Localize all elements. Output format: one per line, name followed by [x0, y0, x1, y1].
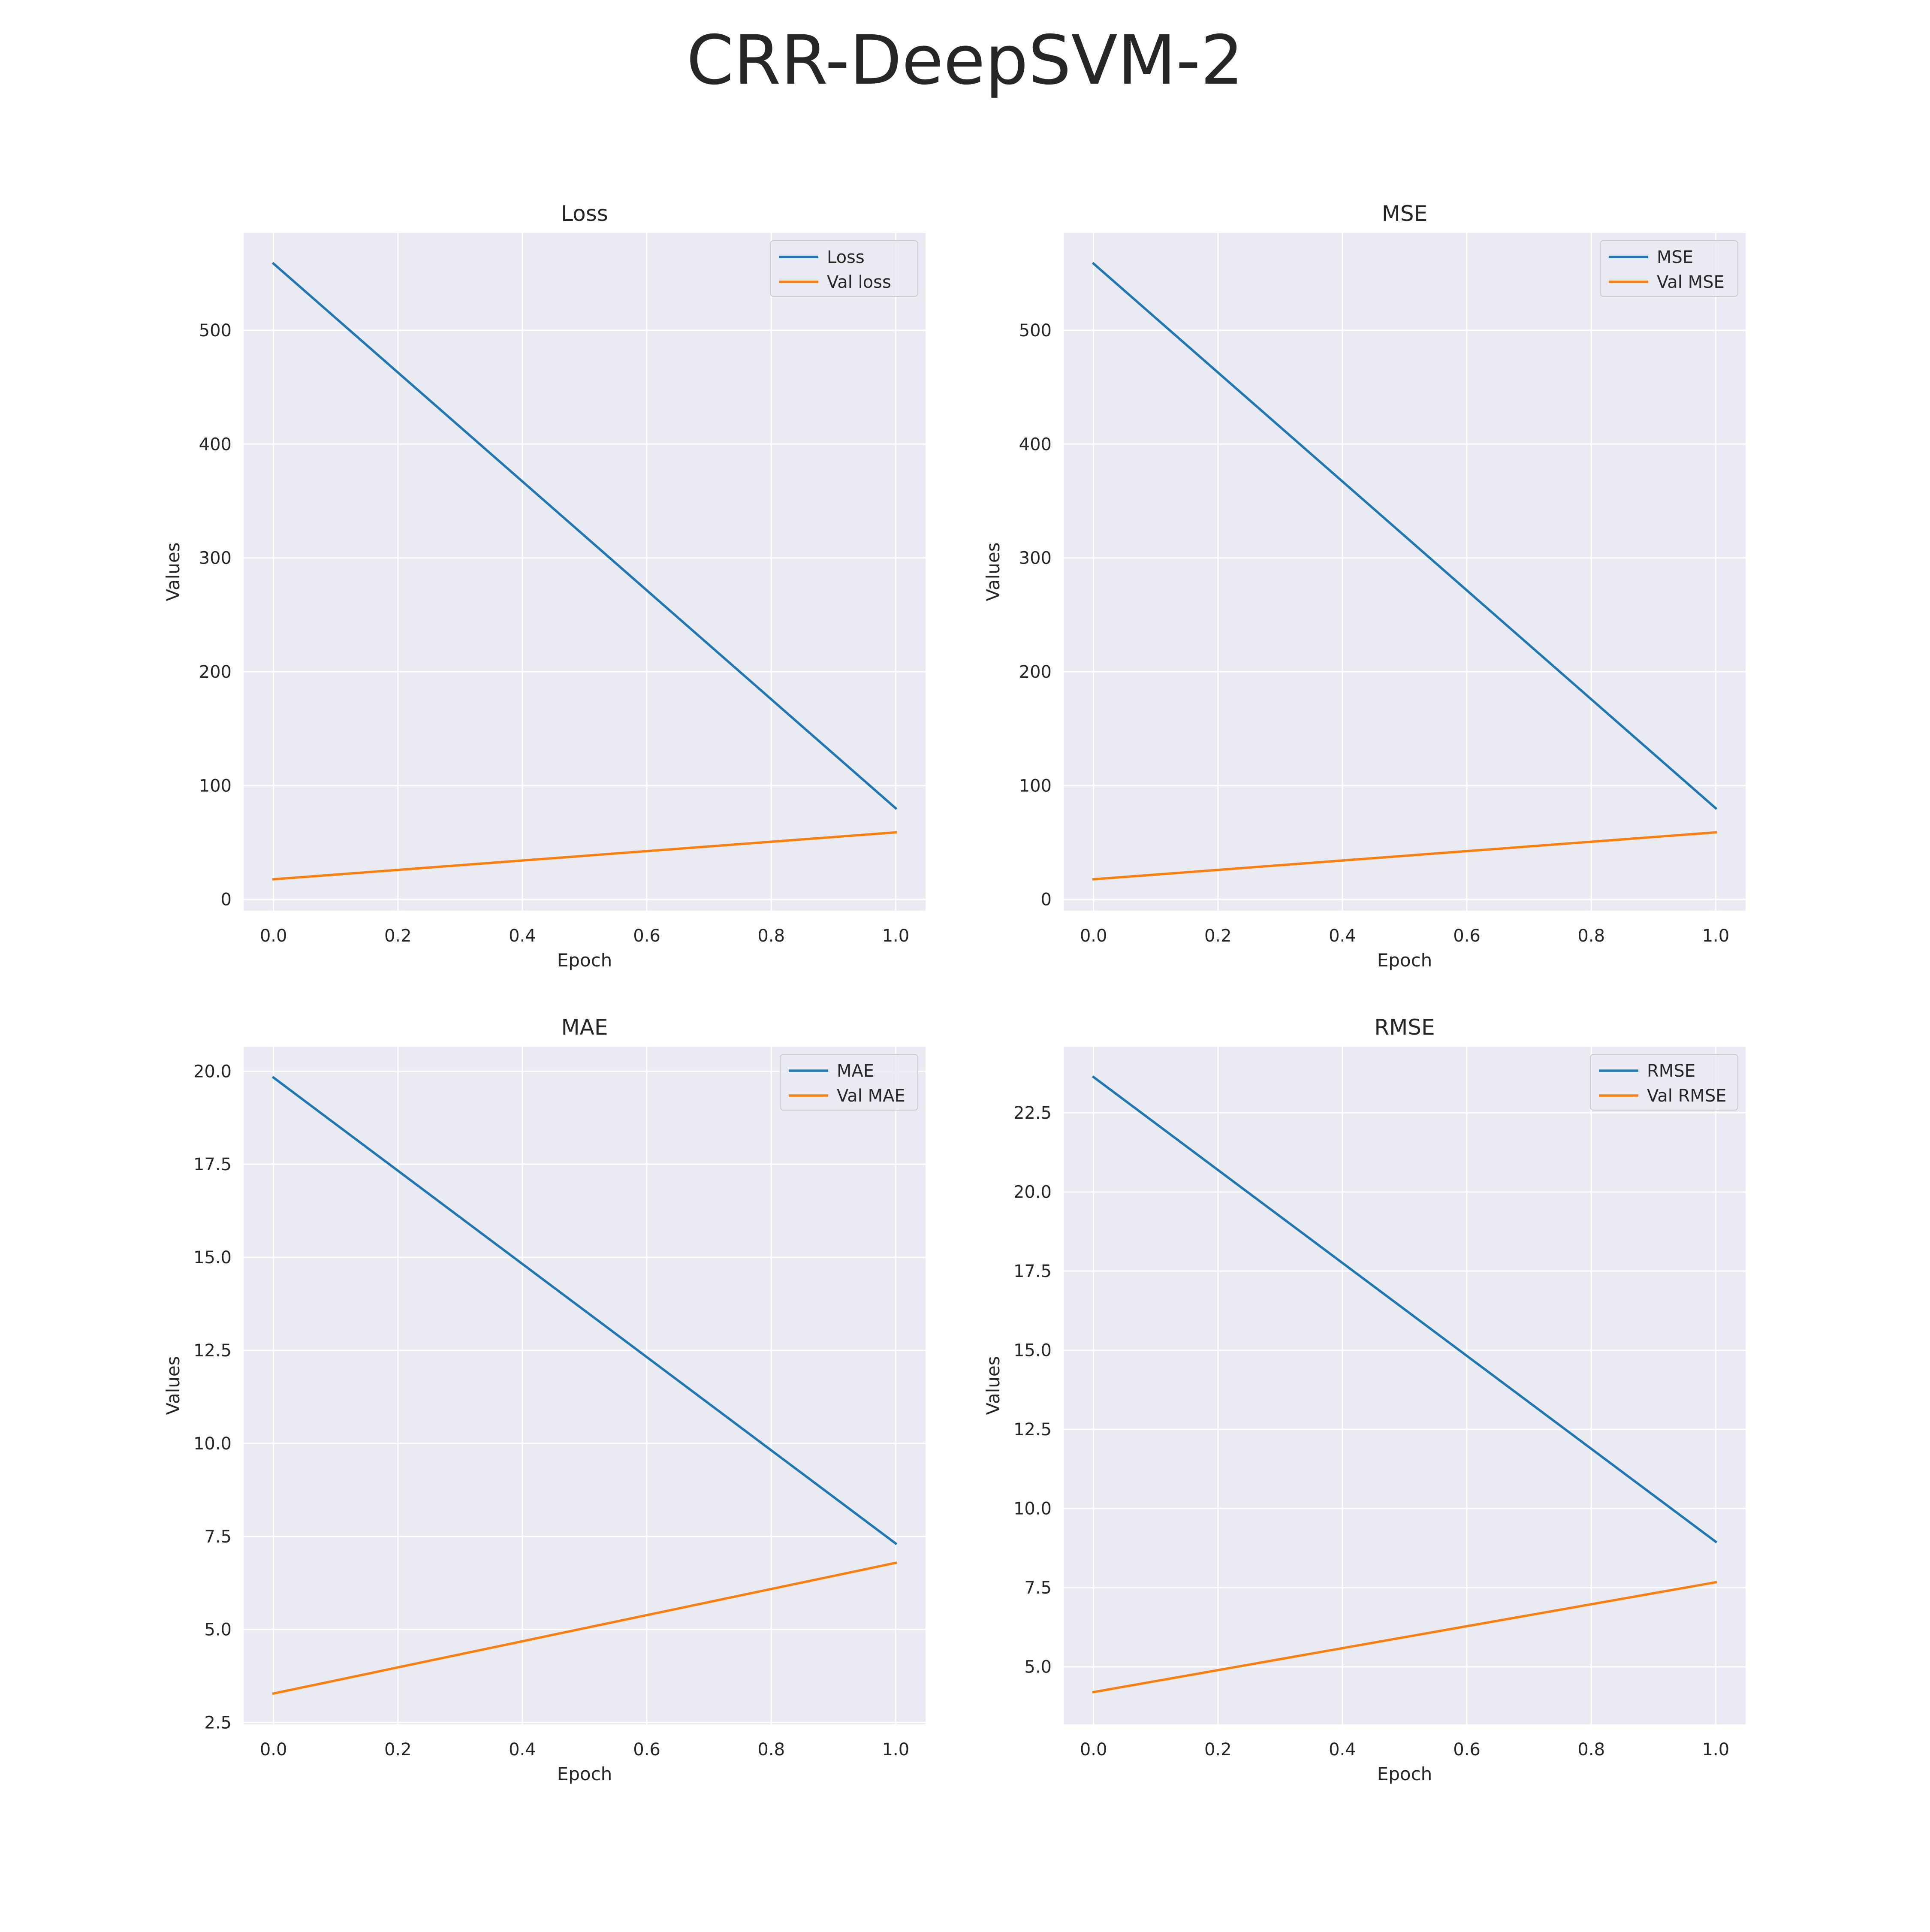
- y-tick-label: 200: [1019, 662, 1052, 682]
- series-line-val-rmse: [1092, 1581, 1717, 1694]
- x-tick-label: 0.8: [757, 926, 785, 946]
- x-axis-label: Epoch: [557, 950, 612, 971]
- y-tick-label: 400: [199, 435, 232, 454]
- x-axis-label: Epoch: [1377, 950, 1432, 971]
- y-axis-label: Values: [983, 1356, 1004, 1415]
- subplot-title: RMSE: [1374, 1015, 1435, 1040]
- series-line-val-loss: [272, 831, 897, 881]
- x-tick-label: 1.0: [882, 926, 910, 946]
- y-tick-label: 100: [1019, 776, 1052, 796]
- legend: MSE Val MSE: [1600, 240, 1738, 297]
- x-tick-label: 0.0: [260, 1740, 287, 1760]
- x-tick-label: 0.4: [509, 1740, 536, 1760]
- series-line-val-mae: [272, 1561, 897, 1695]
- x-tick-label: 0.2: [1204, 926, 1232, 946]
- subplot-title: Loss: [561, 201, 608, 226]
- x-tick-label: 1.0: [882, 1740, 910, 1760]
- x-tick-label: 0.6: [633, 1740, 660, 1760]
- y-tick-label: 5.0: [1024, 1657, 1052, 1677]
- x-tick-label: 0.6: [1453, 926, 1481, 946]
- x-tick-label: 0.4: [1329, 1740, 1356, 1760]
- y-tick-label: 2.5: [204, 1713, 232, 1733]
- series-line-rmse: [1092, 1075, 1718, 1544]
- x-tick-label: 0.2: [1204, 1740, 1232, 1760]
- legend: RMSE Val RMSE: [1590, 1054, 1738, 1111]
- subplot-mse: 0.0 0.2 0.4 0.6 0.8 1.0 0 100 200 300 400 500 MSE Epo…: [983, 201, 1746, 971]
- y-tick-label: 12.5: [1013, 1420, 1052, 1440]
- subplot-rmse: 0.0 0.2 0.4 0.6 0.8 1.0 5.0 7.5 10.0 12.5 15.0 17.5…: [983, 1015, 1746, 1784]
- y-tick-label: 20.0: [1013, 1183, 1052, 1202]
- x-tick-label: 0.6: [1453, 1740, 1481, 1760]
- y-axis-label: Values: [983, 542, 1004, 601]
- y-tick-label: 200: [199, 662, 232, 682]
- legend: MAE Val MAE: [780, 1054, 918, 1111]
- x-axis-label: Epoch: [1377, 1763, 1432, 1784]
- y-tick-label: 7.5: [1024, 1578, 1052, 1598]
- plot-area: [244, 1047, 926, 1724]
- series-line-mse: [1092, 262, 1718, 810]
- x-tick-label: 1.0: [1702, 1740, 1730, 1760]
- plot-area: [244, 233, 926, 911]
- series-line-loss: [271, 262, 898, 810]
- y-tick-label: 100: [199, 776, 232, 796]
- subplot-title: MSE: [1382, 201, 1427, 226]
- legend-entry: Loss: [827, 248, 865, 267]
- y-tick-label: 15.0: [1013, 1341, 1052, 1361]
- legend-entry: RMSE: [1647, 1061, 1695, 1081]
- x-tick-label: 1.0: [1702, 926, 1730, 946]
- y-tick-label: 17.5: [1013, 1262, 1052, 1281]
- x-tick-label: 0.8: [1577, 1740, 1605, 1760]
- y-tick-label: 17.5: [193, 1155, 232, 1174]
- y-tick-label: 7.5: [204, 1527, 232, 1547]
- series-line-val-mse: [1092, 831, 1717, 881]
- x-tick-label: 0.0: [1080, 926, 1107, 946]
- y-tick-label: 0: [221, 890, 232, 910]
- x-tick-label: 0.0: [1080, 1740, 1107, 1760]
- y-tick-label: 500: [1019, 321, 1052, 341]
- x-tick-label: 0.6: [633, 926, 660, 946]
- y-tick-label: 0: [1041, 890, 1052, 910]
- y-axis-label: Values: [163, 1356, 184, 1415]
- y-tick-label: 10.0: [1013, 1499, 1052, 1519]
- x-tick-label: 0.4: [1329, 926, 1356, 946]
- plot-area: [1064, 1047, 1746, 1724]
- legend-entry: Val loss: [827, 272, 891, 292]
- legend: Loss Val loss: [770, 240, 918, 297]
- subplot-loss: 0.0 0.2 0.4 0.6 0.8 1.0 0 100 200 300 400 500 Loss Ep…: [163, 201, 926, 971]
- legend-entry: Val MAE: [837, 1086, 905, 1106]
- subplot-title: MAE: [561, 1015, 608, 1040]
- y-tick-label: 5.0: [204, 1620, 232, 1640]
- x-tick-label: 0.2: [384, 1740, 412, 1760]
- x-tick-label: 0.8: [757, 1740, 785, 1760]
- subplot-mae: 0.0 0.2 0.4 0.6 0.8 1.0 2.5 5.0 7.5 10.0 12.5 15.0 1…: [163, 1015, 926, 1784]
- x-tick-label: 0.8: [1577, 926, 1605, 946]
- x-axis-label: Epoch: [557, 1763, 612, 1784]
- legend-entry: MAE: [837, 1061, 874, 1081]
- x-tick-label: 0.4: [509, 926, 536, 946]
- legend-entry: Val RMSE: [1647, 1086, 1727, 1106]
- legend-entry: MSE: [1657, 248, 1693, 267]
- legend-entry: Val MSE: [1657, 272, 1725, 292]
- y-tick-label: 300: [1019, 549, 1052, 568]
- y-tick-label: 10.0: [193, 1434, 232, 1454]
- series-line-mae: [271, 1076, 898, 1546]
- y-tick-label: 300: [199, 549, 232, 568]
- y-tick-label: 22.5: [1013, 1103, 1052, 1123]
- y-tick-label: 500: [199, 321, 232, 341]
- y-tick-label: 400: [1019, 435, 1052, 454]
- x-tick-label: 0.2: [384, 926, 412, 946]
- y-axis-label: Values: [163, 542, 184, 601]
- y-tick-label: 12.5: [193, 1341, 232, 1361]
- x-tick-label: 0.0: [260, 926, 287, 946]
- figure-title: CRR-DeepSVM-2: [686, 21, 1244, 100]
- y-tick-label: 15.0: [193, 1248, 232, 1268]
- y-tick-label: 20.0: [193, 1062, 232, 1081]
- plot-area: [1064, 233, 1746, 911]
